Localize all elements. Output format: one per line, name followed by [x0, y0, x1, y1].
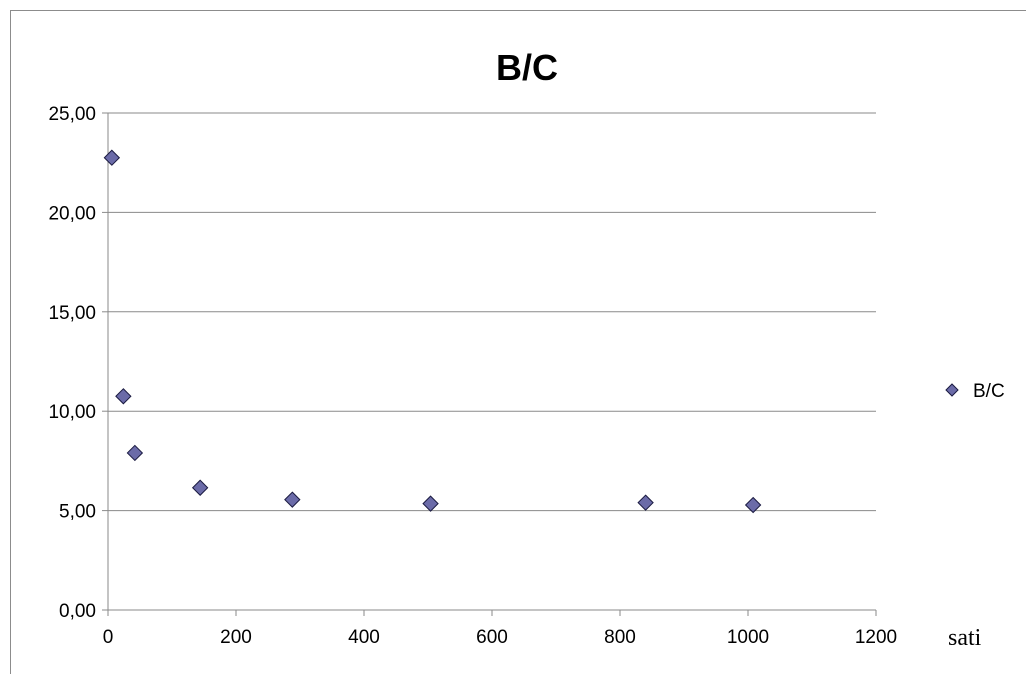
data-point: [422, 495, 439, 512]
x-tick-label: 1200: [855, 627, 897, 648]
chart-title: B/C: [496, 47, 558, 88]
data-point: [637, 494, 654, 511]
x-tick-label: 600: [476, 627, 508, 648]
y-tick-label: 25,00: [48, 104, 96, 125]
x-tick-label: 1000: [727, 627, 769, 648]
x-tick-label: 0: [103, 627, 114, 648]
data-points: [103, 149, 762, 514]
data-point: [126, 444, 144, 462]
chart-frame: [10, 10, 1026, 674]
y-tick-label: 10,00: [48, 402, 96, 423]
gridlines: [108, 112, 876, 512]
legend-label: B/C: [973, 381, 1005, 402]
legend: B/C: [945, 381, 1005, 402]
x-tick-labels: 0 200 400 600 800 1000 1200: [103, 627, 897, 648]
legend-marker-icon: [945, 383, 959, 397]
y-tick-label: 15,00: [48, 303, 96, 324]
data-point: [284, 491, 301, 508]
axes: [102, 112, 877, 616]
y-tick-labels: 0,00 5,00 10,00 15,00 20,00 25,00: [48, 104, 96, 622]
x-axis-label: sati: [948, 625, 982, 651]
y-tick-label: 5,00: [59, 502, 96, 523]
x-tick-label: 400: [348, 627, 380, 648]
x-tick-label: 800: [604, 627, 636, 648]
y-tick-label: 0,00: [59, 601, 96, 622]
x-tick-label: 200: [220, 627, 252, 648]
data-point: [115, 388, 132, 405]
data-point: [103, 149, 121, 166]
y-tick-label: 20,00: [48, 203, 96, 224]
data-point: [744, 496, 762, 514]
data-point: [191, 479, 209, 496]
